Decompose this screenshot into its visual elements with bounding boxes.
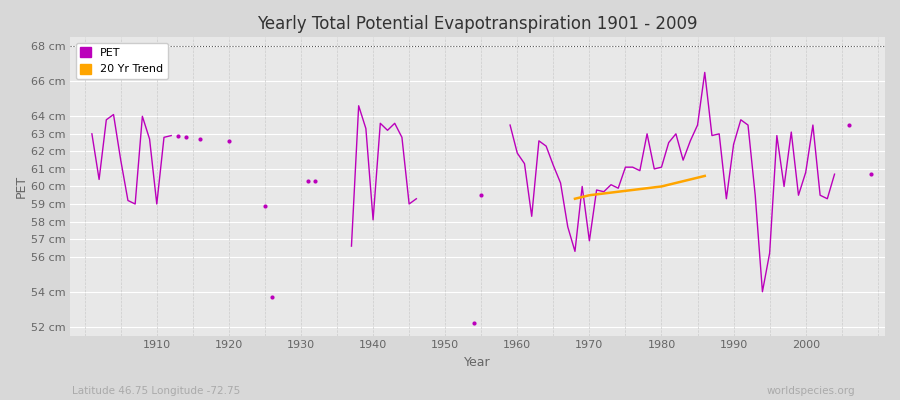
Legend: PET, 20 Yr Trend: PET, 20 Yr Trend	[76, 43, 167, 79]
X-axis label: Year: Year	[464, 356, 491, 369]
Title: Yearly Total Potential Evapotranspiration 1901 - 2009: Yearly Total Potential Evapotranspiratio…	[257, 15, 698, 33]
Y-axis label: PET: PET	[15, 175, 28, 198]
Text: worldspecies.org: worldspecies.org	[767, 386, 855, 396]
Text: Latitude 46.75 Longitude -72.75: Latitude 46.75 Longitude -72.75	[72, 386, 240, 396]
